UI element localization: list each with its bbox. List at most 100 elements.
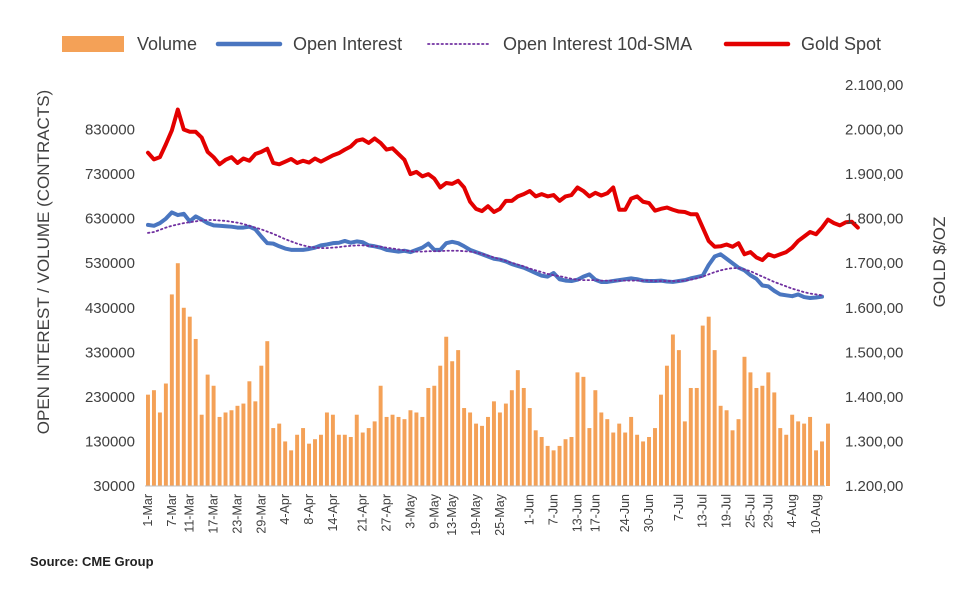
volume-bar <box>587 428 592 486</box>
volume-bar <box>223 412 228 486</box>
y-tick-label: 130000 <box>85 433 135 450</box>
volume-bar <box>426 387 431 486</box>
volume-bar <box>396 416 401 486</box>
volume-bar <box>336 434 341 486</box>
x-tick-label: 25-Jul <box>743 494 757 528</box>
volume-bar <box>647 436 652 486</box>
volume-bar <box>342 434 347 486</box>
y-axis-title-left: OPEN INTEREST / VOLUME (CONTRACTS) <box>34 90 53 434</box>
volume-bar <box>360 432 365 486</box>
volume-bar <box>563 439 568 486</box>
volume-bar <box>366 428 371 486</box>
volume-bar <box>772 392 777 486</box>
volume-bar <box>378 385 383 486</box>
volume-bar <box>169 294 174 486</box>
volume-bar <box>384 416 389 486</box>
x-tick-label: 23-Mar <box>230 494 244 534</box>
volume-bar <box>778 428 783 486</box>
x-tick-label: 1-Jun <box>523 494 537 525</box>
volume-bar <box>515 370 520 486</box>
volume-bar <box>259 365 264 486</box>
volume-bar <box>623 432 628 486</box>
series-lines <box>145 107 860 300</box>
volume-bar <box>730 430 735 486</box>
y2-tick-label: 2.000,00 <box>845 122 903 139</box>
volume-bar <box>820 441 824 486</box>
volume-bar <box>503 403 508 486</box>
x-tick-label: 13-May <box>445 493 459 535</box>
y2-tick-label: 1.400,00 <box>845 389 903 406</box>
x-tick-label: 13-Jul <box>696 494 710 528</box>
volume-bar <box>283 441 288 486</box>
legend-label: Open Interest <box>293 34 402 54</box>
x-tick-label: 4-Apr <box>278 494 292 525</box>
axes: 30000 130000 230000 330000 430000 530000 63000… <box>85 77 903 536</box>
volume-bar <box>629 416 634 486</box>
volume-bar <box>253 401 258 486</box>
volume-bar <box>414 412 419 486</box>
volume-bar <box>754 387 759 486</box>
x-tick-label: 25-May <box>493 493 507 535</box>
y-tick-label: 230000 <box>85 389 135 406</box>
y2-tick-label: 1.700,00 <box>845 255 903 272</box>
volume-bar <box>509 390 514 486</box>
y-tick-label: 430000 <box>85 300 135 317</box>
volume-bar <box>420 416 425 486</box>
volume-bar <box>664 365 669 486</box>
volume-bar <box>796 421 801 486</box>
volume-bar <box>205 374 210 486</box>
y-tick-label: 330000 <box>85 344 135 361</box>
x-tick-label: 9-May <box>427 493 441 528</box>
volume-bar <box>808 416 813 486</box>
volume-bar <box>718 405 723 486</box>
source-note: Source: CME Group <box>30 554 154 569</box>
x-tick-label: 7-Jul <box>672 494 686 521</box>
volume-bar <box>527 408 532 486</box>
volume-bar <box>295 434 300 486</box>
volume-bar <box>742 356 747 486</box>
volume-bar <box>271 428 276 486</box>
volume-bar <box>706 316 711 486</box>
volume-bar <box>605 419 610 486</box>
x-tick-label: 17-Jun <box>588 494 602 532</box>
y2-tick-label: 1.600,00 <box>845 300 903 317</box>
volume-bar <box>444 336 449 486</box>
x-tick-label: 7-Jun <box>547 494 561 525</box>
volume-bar <box>474 423 479 486</box>
y2-tick-label: 1.200,00 <box>845 478 903 495</box>
x-tick-label: 30-Jun <box>642 494 656 532</box>
volume-bar <box>700 325 705 486</box>
volume-bar <box>724 410 729 486</box>
volume-bar <box>736 419 741 486</box>
y-tick-label: 730000 <box>85 166 135 183</box>
volume-bar <box>372 421 377 486</box>
volume-bar <box>229 410 234 486</box>
volume-bar <box>211 385 216 486</box>
volume-bar <box>187 316 192 486</box>
volume-bar <box>163 383 168 486</box>
volume-bar <box>265 341 270 486</box>
volume-bar <box>581 376 586 486</box>
x-tick-label: 1-Mar <box>141 494 155 527</box>
volume-bar <box>557 445 562 486</box>
volume-bar <box>784 434 789 486</box>
y2-tick-label: 2.100,00 <box>845 77 903 94</box>
legend-label: Volume <box>137 34 197 54</box>
y2-tick-label: 1.900,00 <box>845 166 903 183</box>
volume-bar <box>670 334 675 486</box>
volume-bar <box>676 350 681 486</box>
legend-label: Open Interest 10d-SMA <box>503 34 692 54</box>
x-tick-label: 21-Apr <box>356 494 370 532</box>
volume-bar <box>438 365 443 486</box>
volume-bar <box>307 443 312 486</box>
volume-bar <box>748 372 753 486</box>
x-tick-label: 13-Jun <box>570 494 584 532</box>
volume-bar <box>348 436 353 486</box>
volume-bar <box>617 423 622 486</box>
volume-bar <box>551 450 556 486</box>
volume-bar <box>491 401 496 486</box>
volume-bar <box>694 387 699 486</box>
x-tick-label: 3-May <box>403 493 417 528</box>
gold-spot-line <box>145 107 860 263</box>
y2-tick-label: 1.800,00 <box>845 211 903 228</box>
